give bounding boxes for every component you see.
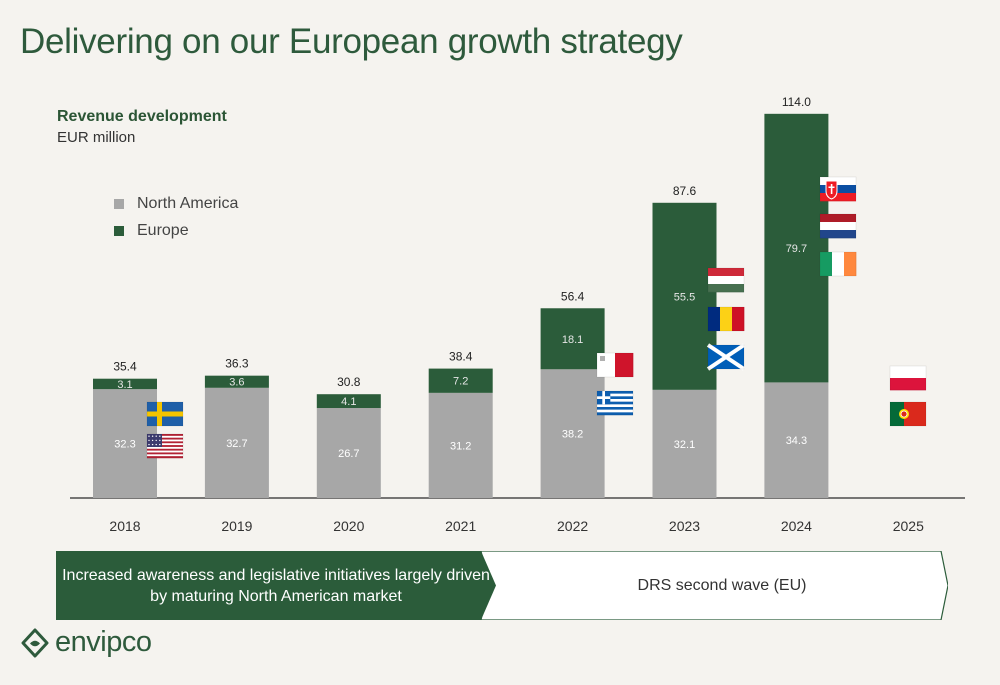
envipco-logo: envipco	[20, 626, 152, 659]
bar-europe-2022	[540, 308, 605, 370]
value-label-europe-2021: 7.2	[453, 376, 468, 388]
bar-europe-2021	[428, 368, 493, 393]
netherlands-flag-icon	[819, 213, 857, 239]
usa-flag-icon	[146, 433, 184, 459]
legend-label-north-america: North America	[137, 194, 239, 212]
page-title: Delivering on our European growth strate…	[20, 22, 683, 61]
total-label-2020: 30.8	[337, 375, 361, 389]
x-tick-label-2018: 2018	[109, 518, 140, 534]
revenue-chart: 32.3 3.1 35.4 2018 32.7 3.6 36.3 2019 26.7 4.1 30.…	[70, 95, 965, 534]
chart-subtitle: EUR million	[57, 129, 136, 146]
hungary-flag-icon	[707, 267, 745, 293]
value-label-north-america-2020: 26.7	[338, 448, 359, 460]
slovakia-flag-icon	[819, 176, 857, 202]
phase-arrows	[56, 551, 948, 620]
x-tick-label-2022: 2022	[557, 518, 588, 534]
sweden-flag-icon	[146, 401, 184, 427]
chart-title: Revenue development	[57, 108, 227, 125]
bar-north-america-2018	[93, 389, 157, 498]
phase-arrow-left	[56, 551, 496, 620]
value-label-north-america-2023: 32.1	[674, 439, 695, 451]
phase-timeline: Increased awareness and legislative init…	[56, 551, 948, 620]
legend-item-europe: Europe	[114, 217, 238, 244]
poland-flag-icon	[889, 365, 927, 391]
phase-left-label: Increased awareness and legislative init…	[62, 566, 490, 605]
legend-item-north-america: North America	[114, 190, 238, 217]
ireland-flag-icon	[819, 251, 857, 277]
phase-right-label: DRS second wave (EU)	[637, 576, 807, 594]
malta-flag-icon	[596, 352, 634, 378]
bar-north-america-2020	[316, 408, 381, 498]
bar-europe-2018	[93, 378, 157, 390]
value-label-europe-2020: 4.1	[341, 396, 356, 408]
total-label-2018: 35.4	[113, 360, 137, 374]
romania-flag-icon	[707, 306, 745, 332]
value-label-north-america-2018: 32.3	[114, 439, 135, 451]
value-label-europe-2019: 3.6	[229, 377, 244, 389]
value-label-north-america-2021: 31.2	[450, 440, 471, 452]
bar-north-america-2019	[204, 387, 269, 498]
x-tick-label-2024: 2024	[781, 518, 812, 534]
total-label-2023: 87.6	[673, 184, 697, 198]
value-label-europe-2022: 18.1	[562, 334, 583, 346]
bar-europe-2020	[316, 394, 381, 409]
portugal-flag-icon	[889, 401, 927, 427]
legend-swatch-europe	[114, 225, 124, 236]
bar-north-america-2023	[652, 389, 717, 498]
envipco-logo-icon	[21, 628, 49, 657]
x-tick-label-2020: 2020	[333, 518, 364, 534]
bar-europe-2023	[652, 202, 717, 390]
x-tick-label-2025: 2025	[893, 518, 924, 534]
chart-legend: North America Europe	[114, 190, 238, 244]
x-tick-label-2019: 2019	[221, 518, 252, 534]
legend-label-europe: Europe	[137, 221, 189, 239]
total-label-2022: 56.4	[561, 289, 585, 303]
total-label-2021: 38.4	[449, 350, 473, 364]
total-label-2024: 114.0	[782, 95, 811, 109]
bar-europe-2019	[204, 375, 269, 388]
greece-flag-icon	[596, 390, 634, 416]
scotland-flag-icon	[706, 343, 746, 371]
x-tick-label-2023: 2023	[669, 518, 700, 534]
legend-swatch-north-america	[114, 198, 124, 209]
value-label-europe-2023: 55.5	[674, 291, 695, 303]
value-label-europe-2024: 79.7	[786, 243, 807, 255]
chart-heading: Revenue development EUR million	[57, 108, 227, 146]
x-tick-label-2021: 2021	[445, 518, 476, 534]
envipco-logo-text: envipco	[55, 626, 152, 658]
value-label-north-america-2022: 38.2	[562, 429, 583, 441]
value-label-north-america-2019: 32.7	[226, 438, 247, 450]
total-label-2019: 36.3	[225, 357, 249, 371]
value-label-north-america-2024: 34.3	[786, 435, 807, 447]
value-label-europe-2018: 3.1	[117, 379, 132, 391]
bar-north-america-2024	[764, 382, 829, 498]
bar-north-america-2022	[540, 369, 605, 498]
bar-europe-2024	[764, 113, 829, 383]
bar-north-america-2021	[428, 392, 493, 498]
